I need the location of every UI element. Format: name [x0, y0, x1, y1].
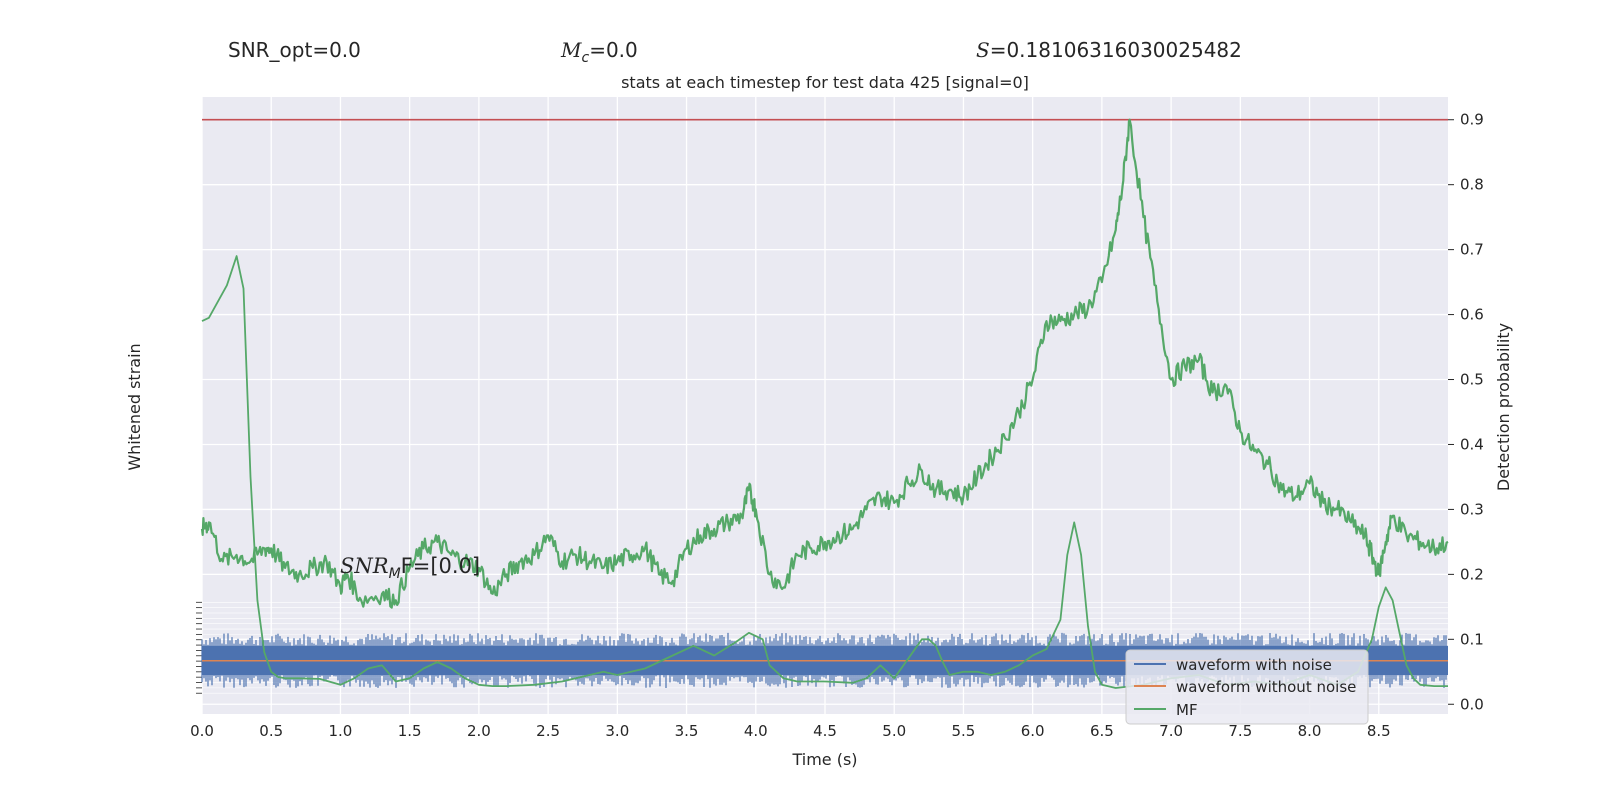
legend-label-clean: waveform without noise [1176, 678, 1356, 696]
x-tick-label-13: 6.5 [1090, 722, 1114, 740]
legend-label-mf: MF [1176, 701, 1198, 719]
s-stat-label: S=0.18106316030025482 [976, 38, 1242, 62]
y-tick-label-9: 0.9 [1460, 111, 1484, 129]
x-tick-label-11: 5.5 [952, 722, 976, 740]
x-tick-label-15: 7.5 [1228, 722, 1252, 740]
x-tick-label-8: 4.0 [744, 722, 768, 740]
x-tick-label-6: 3.0 [605, 722, 629, 740]
x-tick-label-9: 4.5 [813, 722, 837, 740]
legend: waveform with noise waveform without noi… [1125, 649, 1369, 725]
x-tick-label-5: 2.5 [536, 722, 560, 740]
legend-box [1125, 649, 1369, 725]
chart-title: stats at each timestep for test data 425… [621, 73, 1029, 92]
x-tick-label-10: 5.0 [882, 722, 906, 740]
s-symbol: S [976, 38, 990, 62]
x-tick-label-16: 8.0 [1298, 722, 1322, 740]
y-tick-label-3: 0.3 [1460, 500, 1484, 518]
annotation-sub: M [389, 566, 401, 582]
s-value: =0.18106316030025482 [989, 38, 1242, 62]
mc-symbol: M [561, 38, 582, 62]
x-tick-label-3: 1.5 [398, 722, 422, 740]
snr-opt-label: SNR_opt=0.0 [228, 38, 361, 62]
legend-label-noise: waveform with noise [1176, 656, 1332, 674]
y-tick-label-7: 0.7 [1460, 241, 1484, 259]
annotation-prefix: SNR [340, 554, 389, 578]
y-tick-label-1: 0.1 [1460, 630, 1484, 648]
x-tick-label-1: 0.5 [259, 722, 283, 740]
y-tick-label-6: 0.6 [1460, 306, 1484, 324]
annotation-suffix: F=[0.0] [401, 554, 480, 578]
x-tick-label-7: 3.5 [675, 722, 699, 740]
mc-value: =0.0 [589, 38, 638, 62]
x-ticks: 0.0 0.5 1.0 1.5 2.0 2.5 3.0 3.5 4.0 4.5 5.0 5.5 6.0 6… [190, 722, 1391, 740]
x-tick-label-12: 6.0 [1021, 722, 1045, 740]
x-axis-label: Time (s) [791, 750, 857, 769]
x-tick-label-17: 8.5 [1367, 722, 1391, 740]
x-tick-label-0: 0.0 [190, 722, 214, 740]
chirp-mass-label: Mc=0.0 [561, 38, 638, 66]
y-tick-label-8: 0.8 [1460, 176, 1484, 194]
x-tick-label-2: 1.0 [329, 722, 353, 740]
y-tick-label-4: 0.4 [1460, 435, 1484, 453]
y-tick-label-0: 0.0 [1460, 695, 1484, 713]
mc-subscript: c [581, 50, 590, 66]
x-tick-label-14: 7.0 [1159, 722, 1183, 740]
grid [201, 97, 1448, 714]
detection-probability-line [200, 118, 1449, 609]
y-ticks-right: 0.0 0.1 0.2 0.3 0.4 0.5 0.6 0.7 0.8 0.9 [1448, 111, 1484, 713]
y-tick-label-5: 0.5 [1460, 371, 1484, 389]
x-tick-label-4: 2.0 [467, 722, 491, 740]
y-axis-label-left: Whitened strain [125, 343, 144, 470]
y-tick-label-2: 0.2 [1460, 565, 1484, 583]
snr-mf-annotation: SNRMF=[0.0] [340, 554, 480, 582]
y-axis-label-right: Detection probability [1494, 323, 1513, 491]
